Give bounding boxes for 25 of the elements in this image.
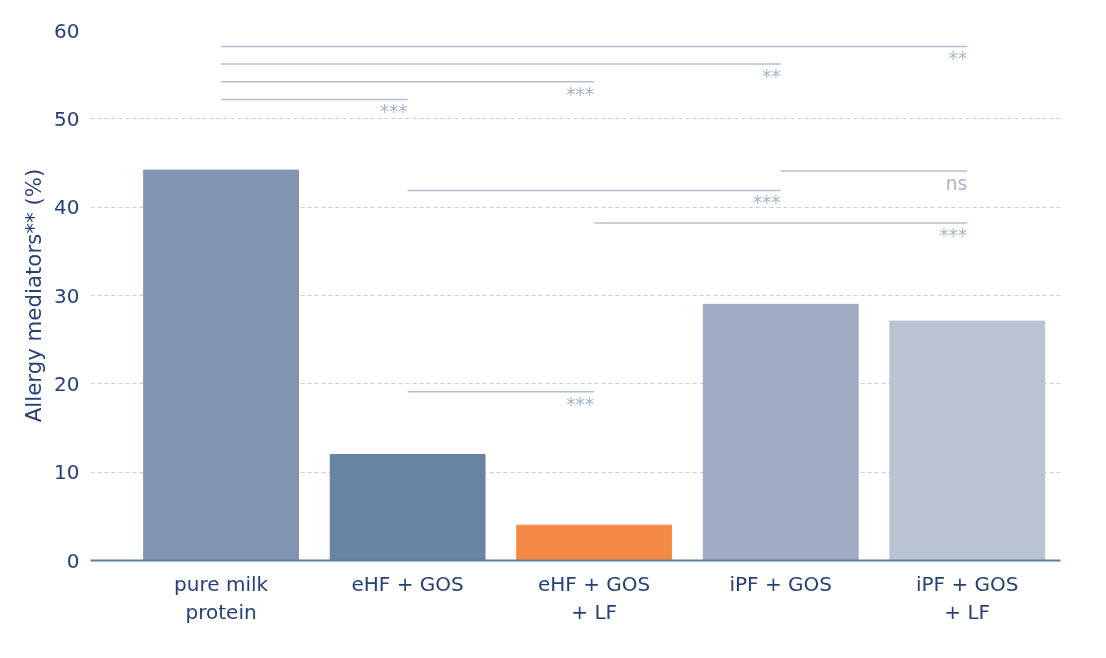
- annotation: ***: [566, 83, 595, 105]
- x-tick-label: pure milk protein: [174, 571, 269, 625]
- annotation: ***: [752, 192, 781, 214]
- y-tick-label: 10: [54, 460, 80, 485]
- x-tick-label: iPF + GOS: [729, 571, 832, 596]
- y-tick-label: 0: [66, 548, 80, 573]
- y-axis-title: Allergy mediators** (%): [21, 168, 47, 423]
- x-tick-label: eHF + GOS: [351, 571, 464, 596]
- y-tick-label: 20: [54, 371, 80, 396]
- annotation: ns: [945, 172, 968, 194]
- annotation: ***: [379, 101, 408, 123]
- x-tick-label: eHF + GOS + LF: [538, 571, 651, 625]
- x-tick-label: iPF + GOS + LF: [915, 571, 1019, 625]
- bar: [516, 524, 673, 561]
- y-tick-label: 40: [54, 195, 80, 220]
- annotation: ***: [939, 225, 968, 247]
- annotation: **: [948, 48, 968, 70]
- y-tick-label: 30: [54, 283, 80, 308]
- bar: [143, 169, 299, 561]
- y-tick-label: 50: [54, 106, 80, 131]
- annotation: **: [762, 66, 781, 88]
- annotation: ***: [566, 393, 595, 415]
- bar: [889, 320, 1046, 561]
- y-tick-label: 60: [54, 18, 80, 43]
- bar: [702, 303, 859, 561]
